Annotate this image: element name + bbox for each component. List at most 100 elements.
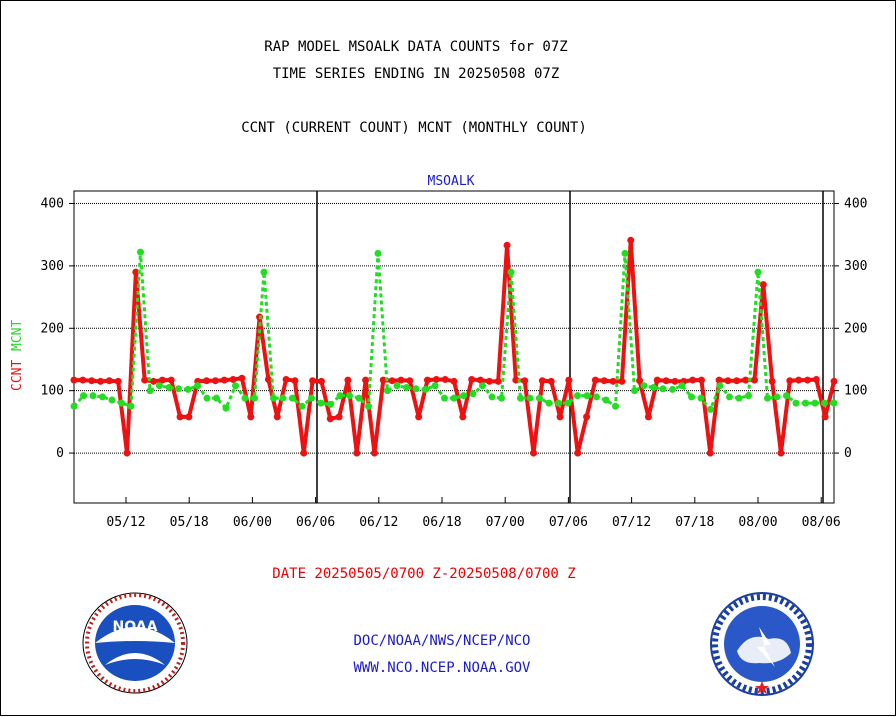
data-point-ccnt: [777, 449, 785, 457]
data-point-ccnt: [415, 413, 423, 421]
data-point-ccnt: [459, 413, 467, 421]
data-point-mcnt: [298, 402, 306, 410]
y-tick-label-right: 100: [844, 384, 867, 399]
data-point-mcnt: [488, 393, 496, 401]
data-point-mcnt: [80, 392, 87, 400]
data-point-ccnt: [477, 376, 485, 384]
data-point-mcnt: [526, 394, 534, 402]
data-point-mcnt: [536, 394, 543, 402]
data-point-mcnt: [612, 402, 619, 410]
data-point-ccnt: [715, 376, 723, 384]
y-tick-label-right: 400: [844, 196, 867, 211]
data-point-mcnt: [583, 392, 591, 400]
data-point-ccnt: [123, 449, 131, 457]
x-tick-label: 07/12: [612, 515, 651, 530]
chart-title: RAP MODEL MSOALK DATA COUNTS for 07Z: [264, 39, 568, 55]
data-point-ccnt: [229, 375, 237, 383]
data-point-ccnt: [530, 449, 538, 457]
data-point-ccnt: [211, 377, 219, 385]
data-point-mcnt: [70, 402, 78, 410]
data-point-ccnt: [494, 377, 502, 385]
data-point-ccnt: [220, 376, 228, 384]
data-point-ccnt: [273, 413, 281, 421]
data-point-ccnt: [88, 377, 96, 385]
data-point-mcnt: [317, 399, 325, 407]
data-point-ccnt: [759, 281, 767, 289]
data-point-mcnt: [431, 382, 439, 390]
data-point-ccnt: [521, 377, 529, 385]
data-point-mcnt: [393, 382, 401, 390]
y-tick-label: 0: [56, 446, 64, 461]
x-tick-label: 08/00: [738, 515, 777, 530]
data-point-mcnt: [232, 382, 239, 390]
x-tick-label: 07/00: [486, 515, 525, 530]
y-tick-label-right: 300: [844, 259, 867, 274]
data-point-mcnt: [688, 393, 695, 401]
website-link[interactable]: WWW.NCO.NCEP.NOAA.GOV: [353, 660, 531, 676]
data-point-mcnt: [137, 248, 144, 256]
data-point-ccnt: [423, 376, 431, 384]
data-point-ccnt: [317, 377, 325, 385]
data-point-ccnt: [70, 376, 78, 384]
data-point-mcnt: [403, 384, 410, 392]
data-point-ccnt: [662, 377, 670, 385]
data-point-ccnt: [786, 377, 794, 385]
data-point-mcnt: [374, 249, 382, 257]
x-tick-label: 07/06: [549, 515, 588, 530]
data-point-mcnt: [802, 399, 809, 407]
data-point-mcnt: [355, 394, 363, 402]
data-point-mcnt: [270, 394, 277, 402]
data-point-ccnt: [309, 377, 317, 385]
data-point-mcnt: [659, 385, 667, 393]
data-point-mcnt: [469, 390, 477, 398]
data-point-ccnt: [689, 376, 697, 384]
data-point-mcnt: [156, 382, 163, 390]
data-point-mcnt: [89, 392, 97, 400]
noaa-seal-icon: NOAA: [82, 592, 188, 694]
data-point-ccnt: [238, 374, 246, 382]
x-tick-label: 06/00: [233, 515, 272, 530]
data-point-mcnt: [175, 385, 182, 393]
data-point-ccnt: [556, 413, 564, 421]
data-point-ccnt: [512, 376, 520, 384]
y-tick-label: 300: [41, 259, 64, 274]
data-point-mcnt: [697, 394, 705, 402]
data-point-mcnt: [726, 393, 733, 401]
data-point-ccnt: [167, 376, 175, 384]
data-point-mcnt: [222, 404, 230, 412]
data-point-ccnt: [264, 375, 272, 383]
data-point-mcnt: [194, 382, 201, 390]
data-point-mcnt: [213, 394, 220, 402]
data-point-mcnt: [165, 384, 173, 392]
data-point-ccnt: [105, 377, 113, 385]
x-tick-label: 05/12: [106, 515, 145, 530]
data-point-ccnt: [370, 449, 378, 457]
x-tick-label: 06/18: [422, 515, 461, 530]
data-point-mcnt: [127, 402, 135, 410]
data-point-mcnt: [773, 393, 781, 401]
y-axis-label-mcnt: MCNT: [10, 320, 25, 351]
data-point-mcnt: [507, 268, 515, 276]
data-point-mcnt: [308, 394, 315, 402]
data-point-mcnt: [412, 385, 420, 393]
data-point-mcnt: [422, 385, 429, 393]
data-point-ccnt: [150, 377, 158, 385]
data-point-mcnt: [99, 393, 106, 401]
data-point-mcnt: [821, 399, 828, 407]
data-point-ccnt: [706, 449, 714, 457]
data-point-ccnt: [636, 377, 644, 385]
data-point-mcnt: [384, 387, 391, 395]
y-tick-label: 400: [41, 196, 64, 211]
data-point-mcnt: [450, 394, 458, 402]
data-point-mcnt: [498, 394, 505, 402]
data-point-ccnt: [830, 377, 838, 385]
org-link[interactable]: DOC/NOAA/NWS/NCEP/NCO: [353, 633, 531, 649]
data-point-ccnt: [468, 375, 476, 383]
data-point-ccnt: [397, 376, 405, 384]
data-point-mcnt: [574, 392, 581, 400]
data-point-mcnt: [783, 392, 790, 400]
data-point-ccnt: [132, 268, 140, 276]
data-point-ccnt: [300, 449, 308, 457]
data-point-ccnt: [600, 377, 608, 385]
